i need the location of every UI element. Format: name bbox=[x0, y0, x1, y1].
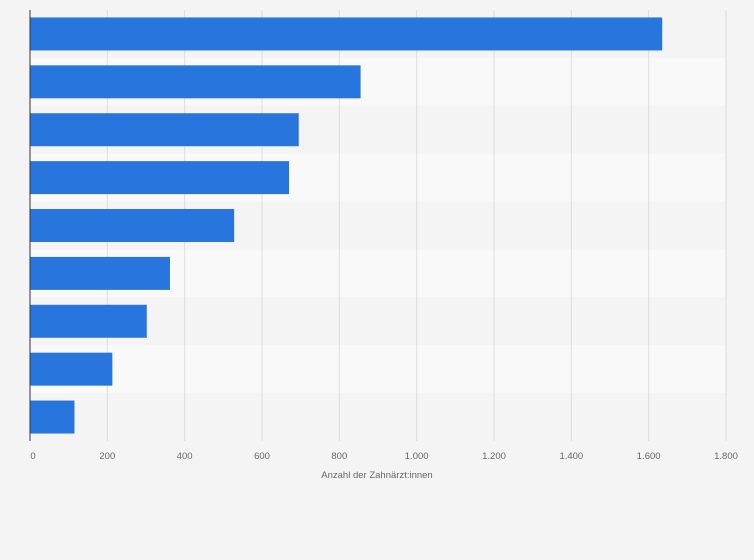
x-tick-label: 1.200 bbox=[482, 451, 506, 462]
x-tick-label: 1.000 bbox=[405, 451, 429, 462]
bar[interactable] bbox=[30, 304, 147, 338]
x-tick-label: 1.400 bbox=[559, 451, 583, 462]
bars bbox=[30, 17, 663, 434]
x-tick-label: 0 bbox=[30, 451, 35, 462]
row-band bbox=[30, 345, 726, 394]
x-tick-label: 1.800 bbox=[714, 451, 738, 462]
bar[interactable] bbox=[30, 161, 290, 195]
x-tick-label: 400 bbox=[177, 451, 193, 462]
bar[interactable] bbox=[30, 65, 361, 99]
x-tick-label: 600 bbox=[254, 451, 270, 462]
bar[interactable] bbox=[30, 352, 113, 386]
bar[interactable] bbox=[30, 113, 299, 147]
bar[interactable] bbox=[30, 400, 75, 434]
x-axis-title: Anzahl der Zahnärzt:innen bbox=[321, 470, 432, 481]
bar[interactable] bbox=[30, 17, 663, 51]
x-tick-labels: 0 200 400 600 800 1.000 1.200 1.400 1.600 1.800 bbox=[30, 451, 738, 462]
row-band bbox=[30, 393, 726, 441]
x-tick-label: 200 bbox=[99, 451, 115, 462]
x-tick-label: 800 bbox=[331, 451, 347, 462]
bar[interactable] bbox=[30, 209, 235, 242]
bar[interactable] bbox=[30, 256, 170, 290]
x-tick-label: 1.600 bbox=[637, 451, 661, 462]
